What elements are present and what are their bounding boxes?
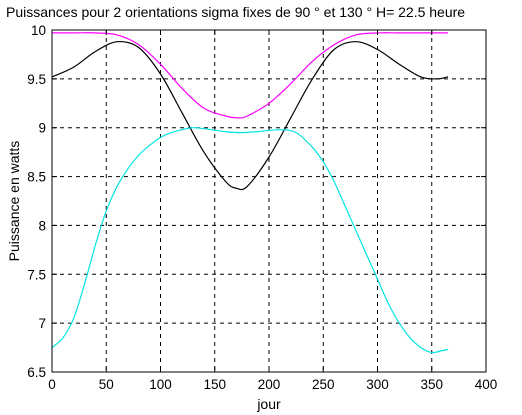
- y-tick-label: 9: [38, 121, 46, 136]
- x-tick-label: 50: [99, 377, 114, 392]
- y-axis-label: Puissance en watts: [6, 141, 22, 262]
- x-tick-label: 400: [475, 377, 498, 392]
- series-line-2: [51, 40, 449, 191]
- x-tick-label: 150: [203, 377, 226, 392]
- series-line-1: [52, 32, 448, 119]
- x-tick-label: 350: [420, 377, 443, 392]
- y-tick-labels: 6.5 7 7.5 8 8.5 9 9.5 10: [27, 23, 46, 380]
- grid: [52, 30, 486, 372]
- series-layer: [51, 32, 449, 354]
- series-line-3: [51, 127, 449, 354]
- x-tick-label: 250: [312, 377, 335, 392]
- y-tick-label: 8.5: [27, 170, 46, 185]
- y-tick-label: 7.5: [27, 267, 46, 282]
- x-tick-label: 200: [258, 377, 281, 392]
- x-tick-label: 300: [366, 377, 389, 392]
- x-tick-label: 0: [48, 377, 56, 392]
- tick-marks: [51, 29, 487, 373]
- y-tick-label: 7: [38, 316, 46, 331]
- x-tick-label: 100: [149, 377, 172, 392]
- y-tick-label: 9.5: [27, 72, 46, 87]
- y-tick-label: 6.5: [27, 365, 46, 380]
- y-tick-label: 10: [31, 23, 46, 38]
- y-tick-label: 8: [38, 218, 46, 233]
- x-tick-labels: 0 50 100 150 200 250 300 350 400: [48, 377, 497, 392]
- x-axis-label: jour: [256, 396, 281, 412]
- chart-title: Puissances pour 2 orientations sigma fix…: [6, 4, 465, 20]
